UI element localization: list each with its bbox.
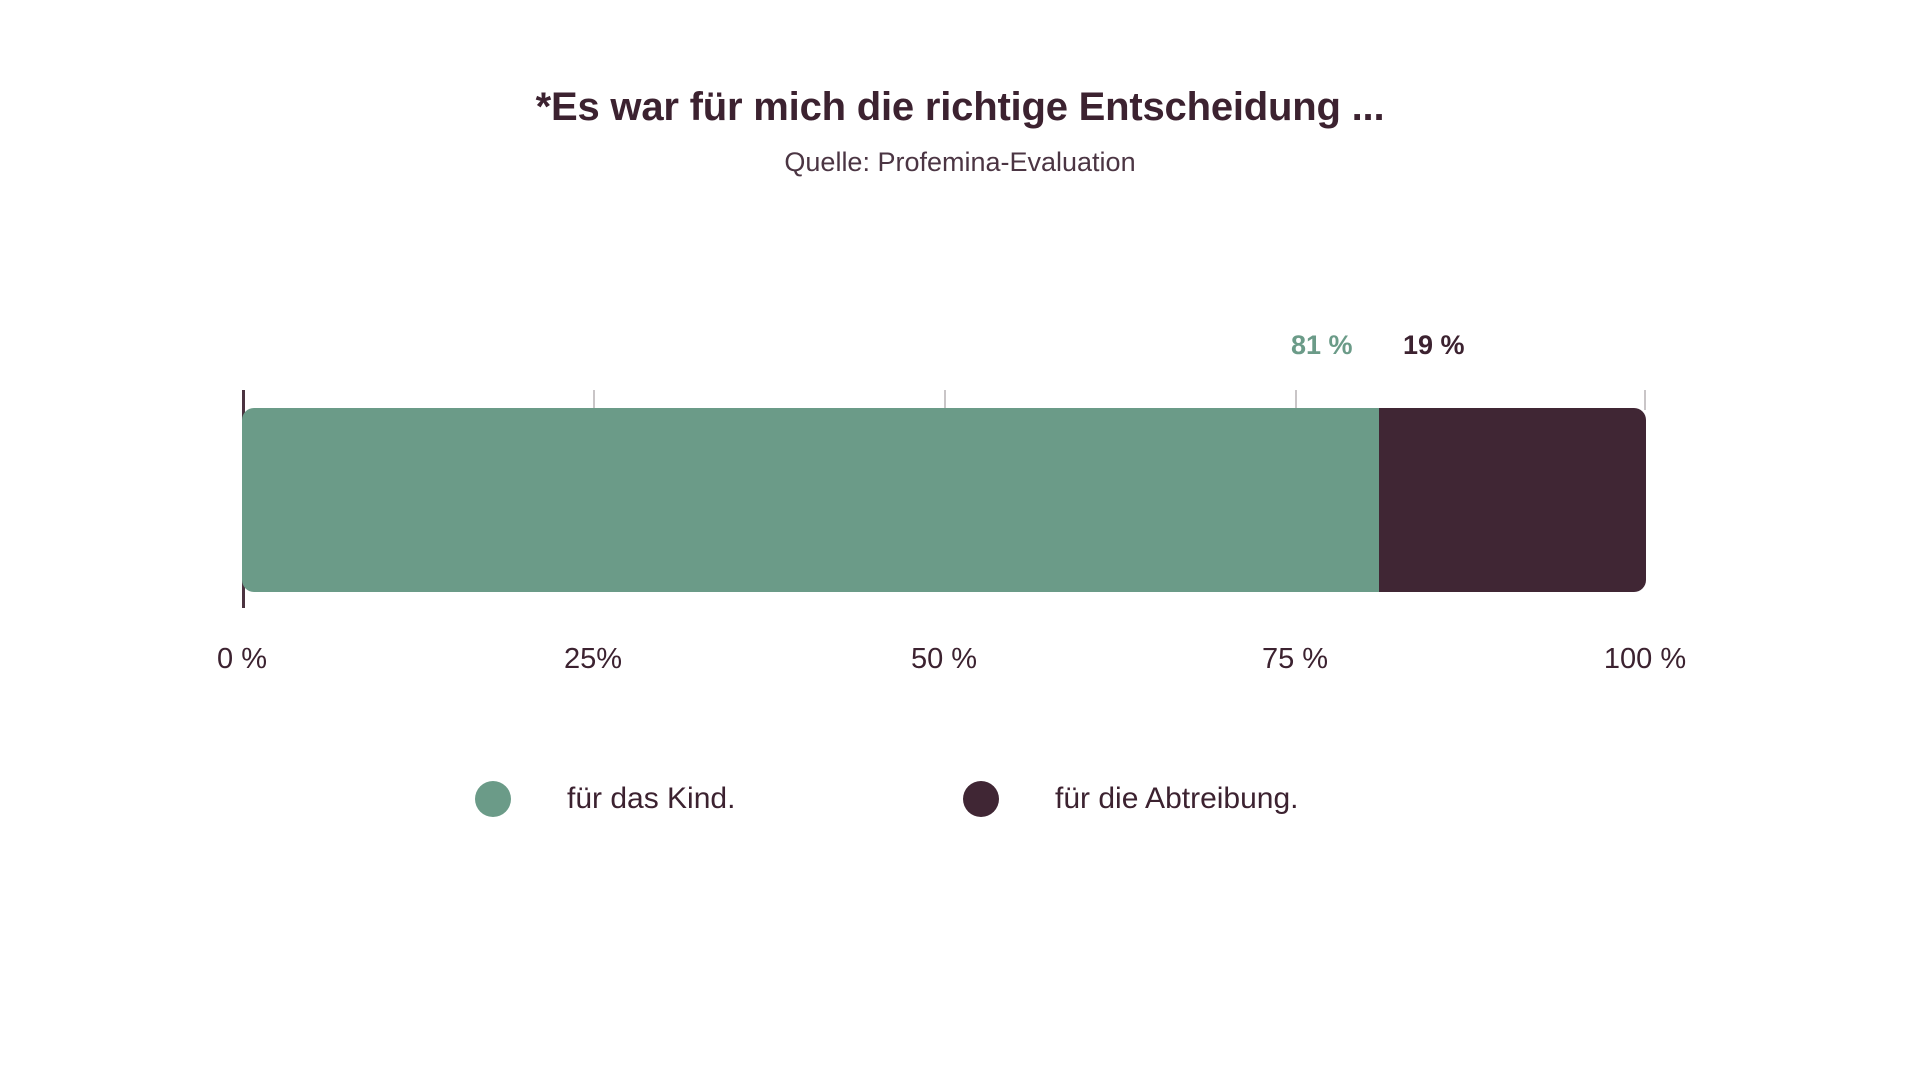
legend-label-fuer-die-abtreibung: für die Abtreibung. — [1055, 782, 1299, 815]
x-tick-100: 100 % — [1603, 643, 1687, 675]
legend-swatch-icon-fuer-das-kind — [475, 781, 511, 817]
x-tick-50: 50 % — [910, 643, 978, 675]
gridline-25 — [593, 390, 595, 410]
legend-label-fuer-das-kind: für das Kind. — [567, 782, 736, 815]
bar-segment-fuer-die-abtreibung[interactable] — [1379, 408, 1646, 592]
chart-subtitle: Quelle: Profemina-Evaluation — [784, 147, 1136, 177]
legend-item-fuer-die-abtreibung[interactable]: für die Abtreibung. — [963, 775, 1299, 823]
title-block: *Es war für mich die richtige Entscheidu… — [0, 84, 1920, 178]
stacked-bar — [242, 408, 1646, 592]
chart-title: *Es war für mich die richtige Entscheidu… — [535, 85, 1385, 129]
legend-swatch-icon-fuer-die-abtreibung — [963, 781, 999, 817]
chart-legend: für das Kind. für die Abtreibung. — [0, 775, 1920, 825]
x-axis-tick-labels: 0 % 25% 50 % 75 % 100 % — [0, 645, 1920, 685]
gridline-100 — [1644, 390, 1646, 410]
bar-segment-fuer-das-kind[interactable] — [242, 408, 1379, 592]
x-tick-25: 25% — [563, 643, 623, 675]
value-label-fuer-das-kind: 81 % — [1291, 330, 1353, 360]
gridline-75 — [1295, 390, 1297, 410]
x-tick-0: 0 % — [217, 643, 267, 675]
x-tick-75: 75 % — [1261, 643, 1329, 675]
plot-area: 81 % 19 % — [242, 332, 1646, 610]
legend-item-fuer-das-kind[interactable]: für das Kind. — [475, 775, 735, 823]
gridline-50 — [944, 390, 946, 410]
value-label-fuer-die-abtreibung: 19 % — [1403, 330, 1465, 360]
